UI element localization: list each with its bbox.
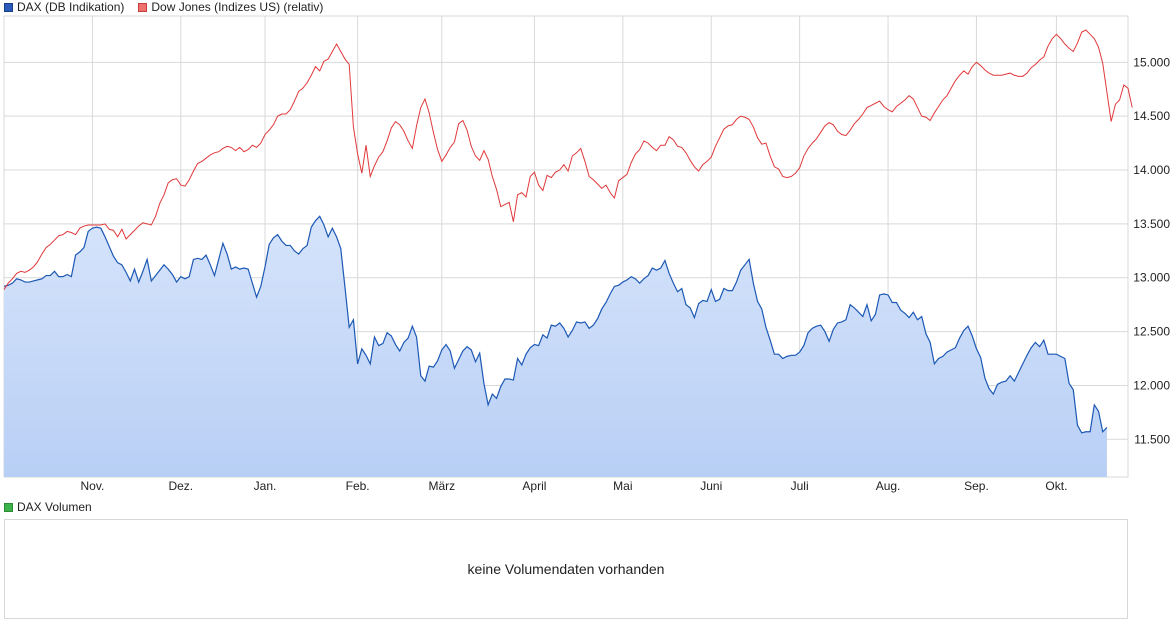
y-tick-label: 11.500 <box>1134 432 1170 446</box>
y-axis: 11.500 12.000 12.500 13.000 13.500 14.000 14.5… <box>1133 55 1170 446</box>
y-tick-label: 12.000 <box>1133 378 1170 392</box>
x-tick-label: Feb. <box>346 479 370 493</box>
legend-item-dax[interactable]: DAX (DB Indikation) <box>4 0 124 14</box>
x-tick-label: Mai <box>613 479 632 493</box>
dax-area-fill <box>4 216 1107 477</box>
legend-swatch-dow-jones <box>138 2 148 12</box>
x-tick-label: Jan. <box>254 479 277 493</box>
x-tick-label: April <box>522 479 546 493</box>
x-tick-label: Nov. <box>81 479 105 493</box>
x-tick-label: Juni <box>700 479 722 493</box>
legend-label-dax: DAX (DB Indikation) <box>17 0 125 14</box>
x-tick-label: Dez. <box>168 479 193 493</box>
chart-legend: DAX (DB Indikation) Dow Jones (Indizes U… <box>4 0 337 14</box>
legend-swatch-volume <box>4 502 13 512</box>
price-chart[interactable]: 11.500 12.000 12.500 13.000 13.500 14.000 14.5… <box>0 0 1175 500</box>
volume-empty-message: keine Volumendaten vorhanden <box>467 561 665 577</box>
y-tick-label: 12.500 <box>1133 325 1170 339</box>
y-tick-label: 13.000 <box>1133 271 1170 285</box>
legend-label-volume: DAX Volumen <box>17 500 92 514</box>
legend-item-dow-jones[interactable]: Dow Jones (Indizes US) (relativ) <box>138 0 323 14</box>
x-tick-label: Juli <box>791 479 809 493</box>
dow-jones-series-line <box>3 29 1133 290</box>
x-axis: Nov. Dez. Jan. Feb. März April Mai Juni Juli Aug.… <box>81 479 1068 493</box>
volume-panel: keine Volumendaten vorhanden <box>4 519 1128 619</box>
dax-series-line <box>3 215 1108 434</box>
x-tick-label: März <box>428 479 455 493</box>
legend-label-dow-jones: Dow Jones (Indizes US) (relativ) <box>151 0 324 14</box>
x-tick-label: Sep. <box>964 479 989 493</box>
volume-legend: DAX Volumen <box>4 500 92 514</box>
y-tick-label: 15.000 <box>1133 55 1170 69</box>
y-tick-label: 14.000 <box>1133 163 1170 177</box>
x-tick-label: Aug. <box>876 479 901 493</box>
y-tick-label: 13.500 <box>1133 217 1170 231</box>
y-tick-label: 14.500 <box>1133 109 1170 123</box>
x-tick-label: Okt. <box>1045 479 1067 493</box>
legend-swatch-dax <box>4 2 13 12</box>
